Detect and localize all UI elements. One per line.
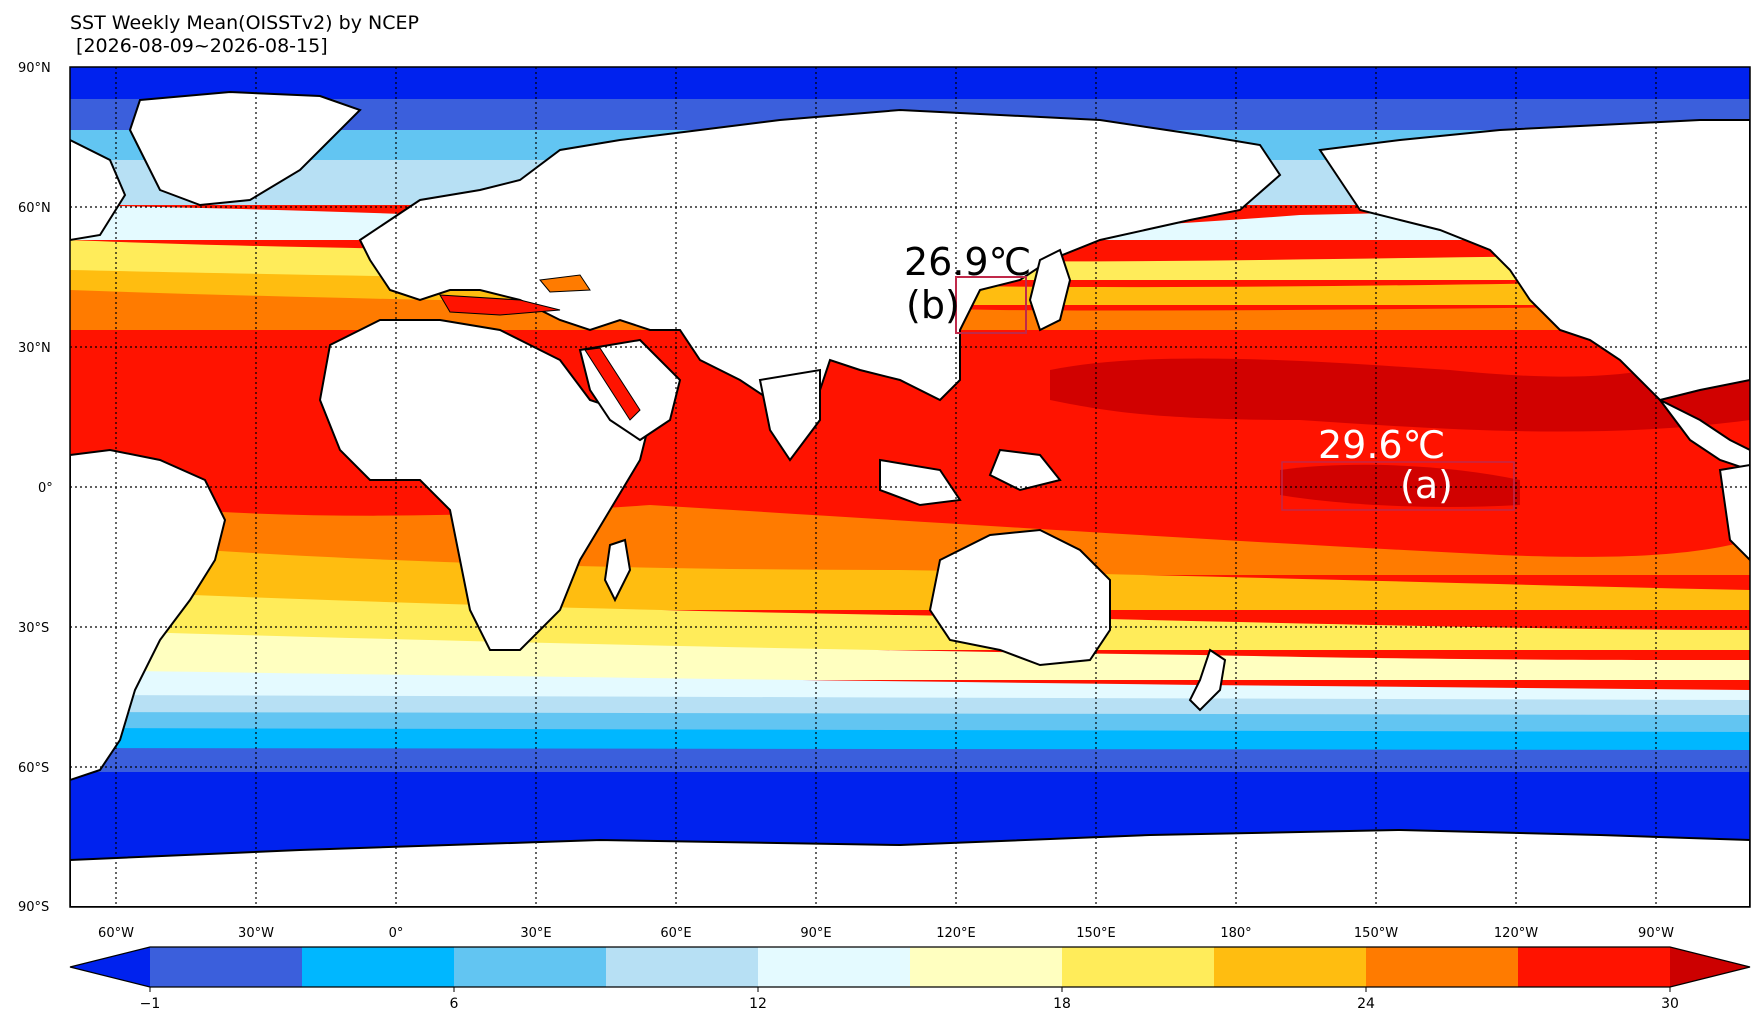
colorbar-tick-label: −1 [140,996,161,1012]
colorbar-tick-label: 18 [1053,996,1071,1012]
lon-label-150E: 150°E [1076,926,1116,941]
map-frame [69,66,1751,908]
graticule [70,67,1750,907]
region-box-a [1281,461,1515,511]
colorbar-ticks: −1 6 12 18 24 30 [140,987,1679,1012]
lon-label-90W: 90°W [1638,926,1674,941]
colorbar-segment [910,947,1063,987]
black-sea [539,274,591,293]
colorbar-segment [302,947,455,987]
lat-label-0: 0° [38,481,53,496]
annotation-b-label: (b) [906,283,960,327]
mediterranean-sea [439,294,561,316]
lat-label-60S: 60°S [18,761,49,776]
arctic-cold-band [70,67,1750,99]
lon-label-150W: 150°W [1354,926,1398,941]
colorbar-segment [606,947,759,987]
colorbar-tick-label: 30 [1661,996,1679,1012]
annotation-b-value: 26.9℃ [904,240,1031,284]
chart-subtitle-date-range: [2026-08-09~2026-08-15] [70,35,328,57]
colorbar-segment [758,947,911,987]
lon-label-60E: 60°E [660,926,691,941]
lon-label-120E: 120°E [936,926,976,941]
chart-title: SST Weekly Mean(OISSTv2) by NCEP [70,12,419,34]
red-sea [584,347,641,421]
colorbar-tick-label: 24 [1357,996,1375,1012]
lat-label-30N: 30°N [18,341,51,356]
land-masses [70,90,1750,907]
lat-label-90S: 90°S [18,900,49,915]
lon-label-180: 180° [1220,926,1251,941]
lon-label-60W: 60°W [98,926,134,941]
colorbar-segment [1518,947,1671,987]
lon-label-30E: 30°E [520,926,551,941]
colorbar-segment [1062,947,1215,987]
colorbar-segment [150,947,303,987]
region-box-b [955,276,1027,334]
lat-label-30S: 30°S [18,621,49,636]
colorbar-segment [1214,947,1367,987]
colorbar-segment [1366,947,1519,987]
colorbar-segment [454,947,607,987]
annotation-a-label: (a) [1400,463,1453,507]
map-area [70,67,1750,907]
lon-label-0: 0° [389,926,404,941]
lon-label-90E: 90°E [800,926,831,941]
colorbar [69,946,1751,988]
lon-label-120W: 120°W [1494,926,1538,941]
colorbar-tick-label: 6 [450,996,459,1012]
lon-label-30W: 30°W [238,926,274,941]
lat-label-90N: 90°N [18,61,51,76]
colorbar-extend-high [1670,947,1750,987]
colorbar-tick-label: 12 [749,996,767,1012]
colorbar-extend-low [70,947,150,987]
annotation-a-value: 29.6℃ [1318,423,1445,467]
lat-label-60N: 60°N [18,201,51,216]
